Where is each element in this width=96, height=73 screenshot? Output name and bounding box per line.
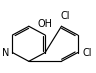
- Text: Cl: Cl: [61, 11, 70, 21]
- Text: OH: OH: [38, 19, 53, 29]
- Text: Cl: Cl: [83, 48, 92, 58]
- Text: N: N: [2, 48, 9, 58]
